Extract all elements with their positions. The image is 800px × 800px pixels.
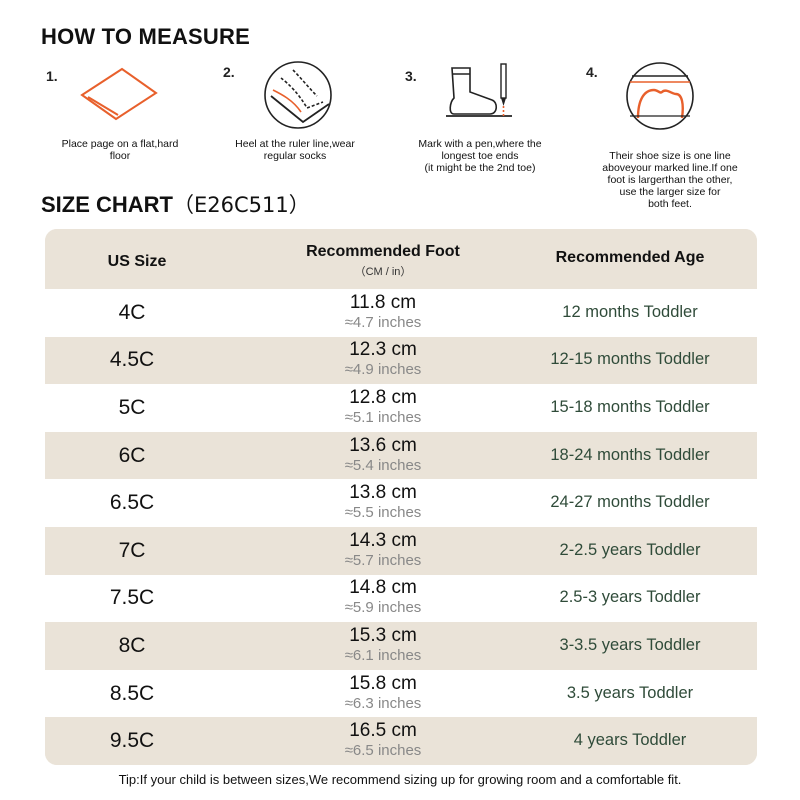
age-cell: 2-2.5 years Toddler [559,540,701,559]
foot-cm-cell: 16.5 cm [349,720,417,742]
us-size-cell: 6C [118,443,146,467]
foot-cm-cell: 13.8 cm [349,482,417,504]
step-4: 4. Their shoe size is one line aboveyour… [580,60,760,210]
table-row: 9.5C 16.5 cm ≈6.5 inches 4 years Toddler [45,717,757,765]
header-recommended-age: Recommended Age [555,249,705,266]
step-1: 1. Place page on a flat,hard floor [40,60,200,180]
us-size-cell: 5C [118,395,146,419]
foot-cm-cell: 13.6 cm [349,434,417,456]
foot-inch-cell: ≈5.4 inches [344,456,422,474]
step-3-number: 3. [405,68,417,84]
foot-cm-cell: 15.3 cm [349,624,417,646]
size-chart-code: （E26C511） [173,193,310,217]
us-size-cell: 7C [118,538,146,562]
table-row: 6.5C 13.8 cm ≈5.5 inches 24-27 months Toddl… [45,479,757,527]
table-row: 6C 13.6 cm ≈5.4 inches 18-24 months Toddler [45,431,757,480]
step-2-number: 2. [223,64,235,80]
foot-inch-cell: ≈4.9 inches [344,361,422,379]
us-size-cell: 8C [118,633,146,657]
us-size-cell: 6.5C [109,491,155,515]
age-cell: 4 years Toddler [573,731,687,750]
step-4-number: 4. [586,64,598,80]
step-4-caption: Their shoe size is one line aboveyour ma… [602,150,738,210]
step-3-caption: Mark with a pen,where the longest toe en… [418,138,542,174]
step-3: 3. Mark with a pen,where the longest toe… [400,60,560,180]
age-cell: 12-15 months Toddler [550,350,710,369]
paper-icon [80,67,158,121]
foot-inch-cell: ≈6.5 inches [344,742,422,760]
foot-cm-cell: 14.3 cm [349,529,417,551]
heel-ruler-icon [264,61,332,129]
header-us-size: US Size [107,253,167,270]
foot-inch-cell: ≈6.1 inches [344,646,422,664]
age-cell: 18-24 months Toddler [550,445,710,464]
foot-inch-cell: ≈5.9 inches [344,599,422,617]
table-row: 8.5C 15.8 cm ≈6.3 inches 3.5 years Toddler [45,669,757,718]
foot-cm-cell: 15.8 cm [349,672,417,694]
how-to-measure-title: HOW TO MEASURE [41,24,250,49]
table-row: 8C 15.3 cm ≈6.1 inches 3-3.5 years Toddler [45,622,757,670]
table-row: 7C 14.3 cm ≈5.7 inches 2-2.5 years Toddler [45,527,757,575]
us-size-cell: 8.5C [109,681,155,705]
table-row: 4C 11.8 cm ≈4.7 inches 12 months Toddler [45,289,757,337]
age-cell: 15-18 months Toddler [550,397,710,416]
foot-cm-cell: 11.8 cm [349,291,417,313]
us-size-cell: 7.5C [109,586,155,610]
sock-pen-icon [446,63,512,117]
step-1-number: 1. [46,68,58,84]
foot-inch-cell: ≈4.7 inches [344,313,422,331]
age-cell: 12 months Toddler [562,302,698,321]
foot-cm-cell: 12.3 cm [349,339,417,361]
header-recommended-foot: Recommended Foot [306,243,460,260]
foot-inch-cell: ≈6.3 inches [344,694,422,712]
foot-inch-cell: ≈5.5 inches [344,504,422,522]
size-chart-title-text: SIZE CHART [41,192,173,217]
table-row: 5C 12.8 cm ≈5.1 inches 15-18 months Toddler [45,384,757,432]
table-row: 7.5C 14.8 cm ≈5.9 inches 2.5-3 years Toddle… [45,574,757,623]
us-size-cell: 4C [118,300,146,324]
age-cell: 24-27 months Toddler [550,493,710,512]
foot-inch-cell: ≈5.1 inches [344,408,422,426]
age-cell: 3-3.5 years Toddler [559,635,701,654]
us-size-cell: 9.5C [109,729,155,753]
foot-inch-cell: ≈5.7 inches [344,551,422,569]
us-size-cell: 4.5C [109,348,155,372]
size-chart-title: SIZE CHART（E26C511） [41,189,310,219]
foot-cm-cell: 14.8 cm [349,577,417,599]
step-2-caption: Heel at the ruler line,wear regular sock… [235,138,355,162]
toe-line-icon [626,62,694,130]
table-row: 4.5C 12.3 cm ≈4.9 inches 12-15 months Toddl… [45,336,757,385]
age-cell: 3.5 years Toddler [566,683,694,702]
foot-cm-cell: 12.8 cm [349,386,417,408]
step-2: 2. Heel at the ruler line,wear regular s… [215,60,375,180]
tip-text: Tip:If your child is between sizes,We re… [118,772,682,787]
header-foot-unit: （CM / in） [354,266,412,278]
table-header: US Size Recommended Foot （CM / in） Recom… [45,229,757,289]
step-1-caption: Place page on a flat,hard floor [61,138,179,162]
age-cell: 2.5-3 years Toddler [559,588,701,607]
size-chart-table: US Size Recommended Foot （CM / in） Recom… [45,229,757,765]
